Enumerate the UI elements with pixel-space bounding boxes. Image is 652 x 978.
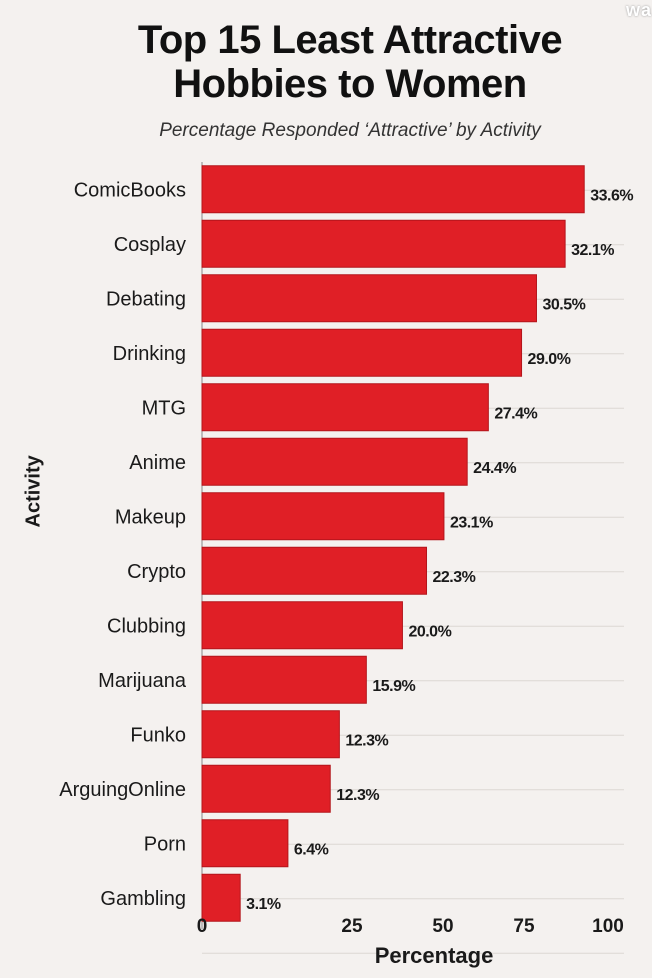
bar [201,819,289,868]
category-label: Drinking [113,343,186,365]
bar [201,492,445,541]
chart-title: Top 15 Least Attractive Hobbies to Women [0,18,652,106]
value-label: 30.5% [542,296,585,313]
bar [201,328,523,377]
value-label: 12.3% [345,732,388,749]
bar [201,165,585,214]
category-label: Marijuana [98,670,187,692]
category-label: Debating [106,288,186,310]
bar [201,764,331,813]
category-label: Funko [130,724,186,746]
bar [201,546,428,595]
chart-subtitle: Percentage Responded ‘Attractive’ by Act… [159,120,541,141]
chart-title-line-1: Top 15 Least Attractive [137,18,563,62]
category-label: Gambling [100,888,186,910]
bar [201,873,241,922]
x-tick-label: 100 [592,916,624,937]
value-label: 22.3% [433,569,476,586]
bar [201,710,340,759]
value-label: 6.4% [294,841,329,858]
value-label: 20.0% [408,623,451,640]
category-label: Porn [144,833,186,855]
category-label: MTG [142,397,186,419]
category-label: Clubbing [107,615,186,637]
category-label: Makeup [115,506,186,528]
x-axis-label: Percentage [375,943,494,968]
bar [201,655,367,704]
bar [201,219,566,268]
x-tick-label: 50 [432,916,453,937]
category-label: Anime [129,452,186,474]
x-tick-label: 75 [513,916,535,937]
category-label: ComicBooks [74,179,186,201]
value-label: 24.4% [473,460,516,477]
category-label: Cosplay [114,234,186,256]
category-label: ArguingOnline [59,779,186,801]
value-label: 23.1% [450,514,493,531]
value-label: 29.0% [528,351,571,368]
value-label: 27.4% [494,405,537,422]
bar [201,601,403,650]
x-tick-label: 0 [197,916,208,937]
chart-title-line-2: Hobbies to Women [173,62,527,106]
watermark: wa [625,0,652,20]
bar [201,274,537,323]
value-label: 32.1% [571,242,614,259]
x-tick-label: 25 [341,916,363,937]
bar [201,437,468,486]
category-label: Crypto [127,561,186,583]
value-label: 12.3% [336,787,379,804]
value-label: 33.6% [590,187,633,204]
value-label: 3.1% [246,896,281,913]
bar [201,383,489,432]
value-label: 15.9% [372,678,415,695]
